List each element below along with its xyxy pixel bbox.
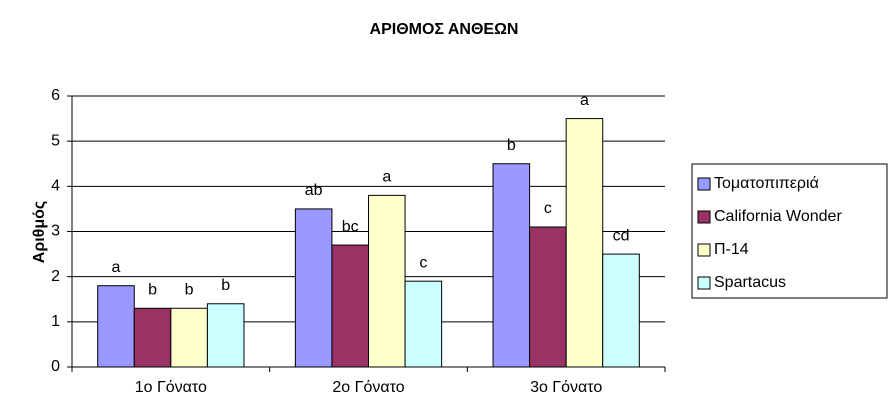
bar	[492, 163, 531, 368]
bar-annotation: a	[382, 169, 391, 186]
x-tick-label: 3ο Γόνατο	[530, 379, 602, 396]
x-tick-label: 2ο Γόνατο	[332, 379, 404, 396]
bar	[404, 280, 443, 368]
bar	[368, 194, 406, 368]
bar-annotation: c	[419, 254, 427, 271]
legend-label: Τοματοπιπεριά	[714, 175, 819, 192]
legend-swatch	[697, 210, 711, 224]
bar	[97, 285, 135, 368]
x-tick-label: 1ο Γόνατο	[135, 379, 207, 396]
bar	[206, 303, 245, 368]
bar-annotation: b	[185, 282, 194, 299]
legend-swatch	[697, 276, 711, 290]
y-tick-label: 0	[51, 358, 60, 375]
y-tick-label: 3	[51, 223, 60, 240]
bar-annotation: bc	[342, 218, 359, 235]
y-tick-label: 1	[51, 313, 60, 330]
bar	[294, 208, 333, 368]
legend-swatch	[697, 243, 711, 257]
bar-annotation: ab	[305, 182, 323, 199]
bar-annotation: b	[148, 282, 157, 299]
y-tick-label: 6	[51, 87, 60, 104]
bar	[170, 307, 208, 368]
bar-annotation: b	[507, 137, 516, 154]
legend-label: Π-14	[714, 241, 749, 258]
legend-label: Spartacus	[714, 274, 786, 291]
bar	[331, 244, 370, 368]
bar	[133, 307, 172, 368]
bar-annotation: b	[221, 277, 230, 294]
bar	[529, 226, 567, 368]
y-tick-label: 4	[51, 178, 60, 195]
y-tick-label: 2	[51, 268, 60, 285]
chart-title: ΑΡΙΘΜΟΣ ΑΝΘΕΩΝ	[370, 21, 519, 38]
y-tick-label: 5	[51, 132, 60, 149]
bar-annotation: c	[544, 200, 552, 217]
bar-annotation: cd	[613, 227, 630, 244]
y-axis-title: Αριθμός	[31, 201, 48, 263]
bar	[602, 253, 640, 368]
bar-annotation: a	[580, 92, 589, 109]
bar-annotation: a	[112, 259, 121, 276]
bar	[565, 118, 604, 368]
legend-label: California Wonder	[714, 208, 842, 225]
legend-box	[691, 163, 888, 299]
legend-swatch	[697, 177, 711, 191]
